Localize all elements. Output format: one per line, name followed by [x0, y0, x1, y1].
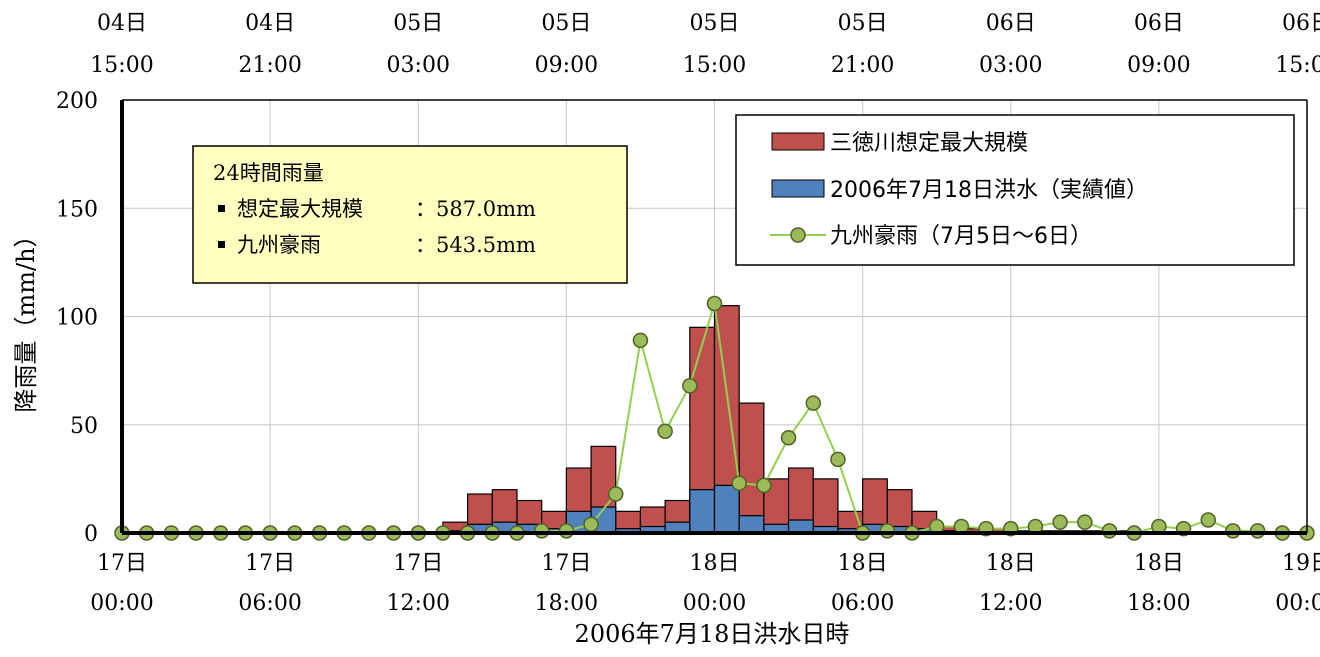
- kyushu-rain-point: [608, 486, 624, 502]
- top-tick-label-time: 21:00: [238, 53, 301, 78]
- x-tick-label-time: 00:00: [90, 591, 153, 616]
- top-tick-label-day: 06日: [1282, 11, 1320, 36]
- kyushu-rain-point: [1052, 514, 1068, 530]
- bar-actual-2006: [689, 489, 716, 534]
- kyushu-rain-point: [1200, 512, 1216, 528]
- kyushu-rain-point: [558, 523, 575, 539]
- kyushu-rain-point: [533, 523, 550, 539]
- top-tick-label-time: 21:00: [831, 53, 894, 78]
- kyushu-rain-point: [756, 477, 772, 494]
- x-tick-label-time: 12:00: [979, 591, 1042, 616]
- x-tick-label-time: 12:00: [387, 591, 450, 616]
- x-tick-label-time: 06:00: [831, 591, 894, 616]
- x-tick-label-day: 18日: [690, 551, 740, 576]
- kyushu-rain-point: [805, 395, 821, 411]
- legend: 三徳川想定最大規模 2006年7月18日洪水（実績値） 九州豪雨（7月5日〜6日…: [735, 114, 1295, 266]
- legend-label-2006: 2006年7月18日洪水（実績値）: [830, 178, 1148, 203]
- kyushu-rain-point: [682, 378, 698, 394]
- kyushu-rain-point: [1225, 523, 1241, 539]
- info-box-frame: [192, 145, 628, 284]
- y-tick-label: 100: [56, 306, 98, 331]
- x-tick-label-day: 18日: [1134, 551, 1184, 576]
- x-tick-label-day: 17日: [97, 551, 147, 576]
- top-tick-label-day: 04日: [97, 11, 147, 36]
- x-tick-label-time: 06:00: [238, 591, 301, 616]
- top-tick-label-day: 05日: [690, 11, 740, 36]
- bar-actual-2006: [738, 515, 765, 534]
- kyushu-rain-point: [1249, 523, 1266, 539]
- x-tick-label-time: 00:00: [1275, 591, 1320, 616]
- y-tick-label: 0: [84, 522, 98, 547]
- y-tick-label: 50: [70, 414, 98, 439]
- info-bullet-icon: [218, 241, 225, 248]
- info-row-value: ：587.0mm: [415, 197, 536, 221]
- top-tick-label-time: 15:00: [1275, 53, 1320, 78]
- top-tick-label-day: 06日: [1134, 11, 1184, 36]
- info-row-label: 想定最大規模: [237, 197, 363, 221]
- kyushu-rain-point: [731, 475, 747, 491]
- x-tick-label-day: 18日: [838, 551, 888, 576]
- x-tick-label-time: 00:00: [683, 591, 746, 616]
- legend-frame: [735, 114, 1295, 266]
- kyushu-rain-point: [657, 423, 673, 439]
- x-tick-label-day: 17日: [541, 551, 591, 576]
- top-tick-label-day: 06日: [986, 11, 1036, 36]
- kyushu-rain-point: [583, 516, 599, 533]
- kyushu-rain-point: [830, 451, 846, 468]
- x-tick-label-day: 17日: [393, 551, 443, 576]
- x-tick-label-time: 18:00: [535, 591, 598, 616]
- info-box-title: 24時間雨量: [213, 161, 324, 185]
- bar-scenario: [738, 402, 765, 534]
- top-tick-label-time: 03:00: [387, 53, 450, 78]
- kyushu-rain-point: [706, 295, 723, 312]
- kyushu-rain-point: [879, 523, 896, 539]
- kyushu-rain-point: [1101, 523, 1118, 539]
- legend-label-scenario: 三徳川想定最大規模: [830, 131, 1028, 156]
- top-tick-label-time: 09:00: [1127, 53, 1190, 78]
- x-tick-label-day: 18日: [986, 551, 1036, 576]
- tick-layer: 0 50 100 150 200 17日 00:00 17日 06:00 17日 12:00 17日 1…: [56, 11, 1320, 616]
- top-tick-label-day: 05日: [541, 11, 591, 36]
- info-bullet-icon: [218, 205, 225, 212]
- legend-label-kyushu: 九州豪雨（7月5日〜6日）: [830, 224, 1092, 249]
- legend-swatch-scenario: [771, 132, 825, 151]
- y-tick-label: 150: [56, 197, 98, 222]
- top-tick-label-time: 09:00: [535, 53, 598, 78]
- kyushu-rain-point: [632, 332, 649, 349]
- top-tick-label-time: 15:00: [90, 53, 153, 78]
- kyushu-rain-point: [1077, 514, 1093, 530]
- info-row-label: 九州豪雨: [237, 233, 321, 257]
- legend-marker-kyushu: [790, 227, 806, 243]
- x-tick-label-time: 18:00: [1127, 591, 1190, 616]
- x-tick-label-day: 19日: [1282, 551, 1320, 576]
- top-tick-label-day: 04日: [245, 11, 295, 36]
- y-axis-title: 降雨量（mm/h）: [12, 223, 40, 412]
- bar-actual-2006: [713, 484, 740, 534]
- x-axis-title: 2006年7月18日洪水日時: [575, 620, 850, 648]
- bar-scenario: [812, 478, 839, 534]
- info-row-value: ：543.5mm: [415, 233, 536, 257]
- kyushu-rain-point: [780, 429, 797, 446]
- bar-layer: [442, 305, 1135, 534]
- top-tick-label-day: 05日: [838, 11, 888, 36]
- y-tick-label: 200: [56, 89, 98, 114]
- x-tick-label-day: 17日: [245, 551, 295, 576]
- top-tick-label-time: 03:00: [979, 53, 1042, 78]
- legend-swatch-2006: [771, 179, 825, 198]
- top-tick-label-day: 05日: [393, 11, 443, 36]
- top-tick-label-time: 15:00: [683, 53, 746, 78]
- axis-layer: [120, 99, 1308, 535]
- info-box: 24時間雨量 想定最大規模 ：587.0mm 九州豪雨 ：543.5mm: [192, 145, 628, 284]
